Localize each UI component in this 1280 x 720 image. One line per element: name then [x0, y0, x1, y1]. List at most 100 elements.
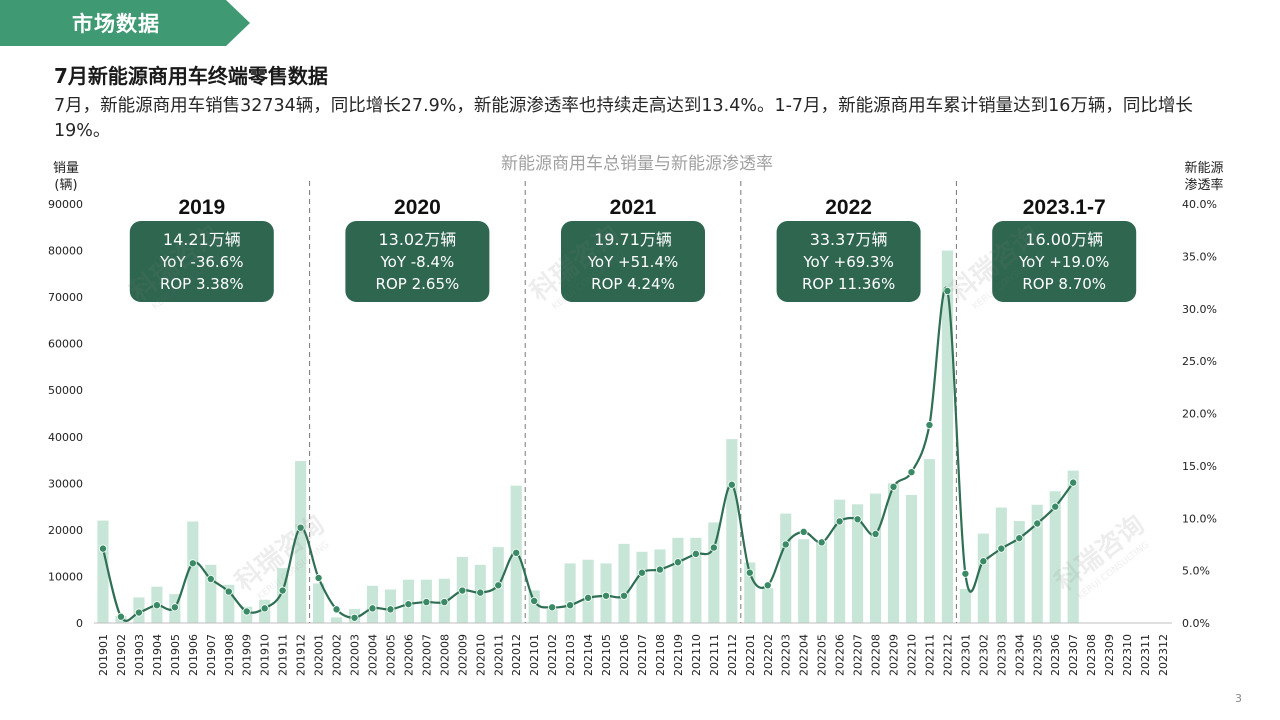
year-summary-line: YoY +51.4% — [587, 253, 679, 271]
penetration-point-201903 — [134, 608, 143, 617]
x-tick-label: 201902 — [115, 634, 128, 676]
penetration-point-202212 — [943, 286, 952, 295]
bar-202304 — [1013, 521, 1025, 623]
penetration-point-202012 — [512, 548, 521, 557]
year-summary-line: ROP 3.38% — [160, 275, 244, 293]
bar-202104 — [582, 559, 594, 623]
banner-shape — [0, 0, 250, 46]
y-tick-right: 30.0% — [1182, 303, 1217, 316]
x-tick-label: 202307 — [1067, 634, 1080, 676]
x-tick-label: 202305 — [1031, 634, 1044, 676]
x-tick-label: 202210 — [905, 634, 918, 676]
y-tick-right: 0.0% — [1182, 617, 1210, 630]
x-tick-label: 201904 — [151, 634, 164, 676]
x-tick-label: 202104 — [582, 634, 595, 676]
y-axis-right-title: 新能源 — [1184, 160, 1223, 176]
penetration-point-202002 — [332, 605, 341, 614]
page-number: 3 — [1235, 692, 1242, 705]
x-tick-label: 202111 — [708, 634, 721, 676]
bar-201906 — [187, 521, 199, 623]
penetration-point-202301 — [961, 569, 970, 578]
bar-201912 — [295, 460, 307, 623]
penetration-point-202103 — [566, 601, 575, 610]
x-tick-label: 202204 — [798, 634, 811, 676]
x-tick-label: 202206 — [834, 634, 847, 676]
x-tick-label: 202103 — [564, 634, 577, 676]
x-tick-label: 202201 — [744, 634, 757, 676]
x-tick-label: 202105 — [600, 634, 613, 676]
year-summary-line: ROP 2.65% — [376, 275, 460, 293]
y-tick-right: 25.0% — [1182, 355, 1217, 368]
x-tick-label: 202208 — [870, 634, 883, 676]
y-tick-right: 15.0% — [1182, 460, 1217, 473]
penetration-point-201912 — [296, 523, 305, 532]
bar-202204 — [798, 539, 810, 623]
bar-202110 — [690, 537, 702, 623]
penetration-point-202306 — [1051, 502, 1060, 511]
penetration-point-202108 — [655, 565, 664, 574]
x-tick-label: 202312 — [1157, 634, 1170, 676]
penetration-point-202101 — [530, 597, 539, 606]
y-tick-left: 0 — [76, 617, 83, 630]
penetration-point-202211 — [925, 421, 934, 430]
x-tick-label: 202301 — [959, 634, 972, 676]
penetration-point-201901 — [98, 544, 107, 553]
penetration-point-202110 — [691, 549, 700, 558]
penetration-point-202207 — [853, 515, 862, 524]
x-tick-label: 202010 — [474, 634, 487, 676]
penetration-point-201904 — [152, 601, 161, 610]
x-tick-label: 202211 — [923, 634, 936, 676]
year-label: 2023.1-7 — [1023, 196, 1106, 219]
penetration-point-202307 — [1069, 478, 1078, 487]
x-tick-label: 202008 — [438, 634, 451, 676]
penetration-point-202303 — [997, 544, 1006, 553]
penetration-point-201905 — [170, 603, 179, 612]
x-tick-label: 202011 — [492, 634, 505, 676]
year-label: 2022 — [825, 196, 872, 219]
year-summary-line: YoY -36.6% — [159, 253, 243, 271]
penetration-point-201902 — [116, 612, 125, 621]
bar-201901 — [97, 520, 109, 623]
x-tick-label: 202012 — [510, 634, 523, 676]
year-summary-line: YoY +19.0% — [1018, 253, 1110, 271]
year-summary-line: ROP 8.70% — [1022, 275, 1106, 293]
x-tick-label: 202003 — [349, 634, 362, 676]
x-tick-label: 202303 — [995, 634, 1008, 676]
penetration-point-201911 — [278, 586, 287, 595]
year-summary-box — [129, 221, 274, 302]
bar-202109 — [672, 537, 684, 623]
year-label: 2021 — [610, 196, 657, 219]
penetration-point-202009 — [458, 586, 467, 595]
x-tick-label: 202107 — [636, 634, 649, 676]
x-tick-label: 202304 — [1013, 634, 1026, 676]
slide-title: 7月新能源商用车终端零售数据 — [54, 64, 328, 88]
bar-202301 — [959, 589, 971, 623]
year-summary-line: 13.02万辆 — [378, 230, 456, 249]
penetration-point-202208 — [871, 529, 880, 538]
y-tick-left: 60000 — [48, 338, 83, 351]
bar-202306 — [1049, 491, 1061, 623]
bar-202210 — [905, 494, 918, 623]
x-tick-label: 202110 — [690, 634, 703, 676]
bar-202112 — [726, 439, 738, 623]
bar-201907 — [205, 564, 217, 623]
x-tick-label: 202002 — [331, 634, 344, 676]
y-tick-right: 35.0% — [1182, 250, 1217, 263]
penetration-point-202104 — [584, 593, 593, 602]
bar-202212 — [941, 250, 953, 624]
x-tick-label: 201907 — [205, 634, 218, 676]
bar-202002 — [330, 617, 343, 623]
penetration-point-202004 — [368, 604, 377, 613]
bar-202108 — [654, 549, 666, 623]
penetration-point-202010 — [476, 588, 485, 597]
bar-202303 — [995, 507, 1007, 623]
penetration-point-202106 — [620, 591, 629, 600]
y-axis-left-title: (辆) — [54, 178, 77, 193]
penetration-point-202210 — [907, 468, 916, 477]
penetration-point-202008 — [440, 598, 449, 607]
year-summary-line: YoY -8.4% — [379, 253, 454, 271]
year-summary-line: 19.71万辆 — [594, 230, 672, 249]
x-tick-label: 202202 — [762, 634, 775, 676]
x-tick-label: 202212 — [941, 634, 954, 676]
